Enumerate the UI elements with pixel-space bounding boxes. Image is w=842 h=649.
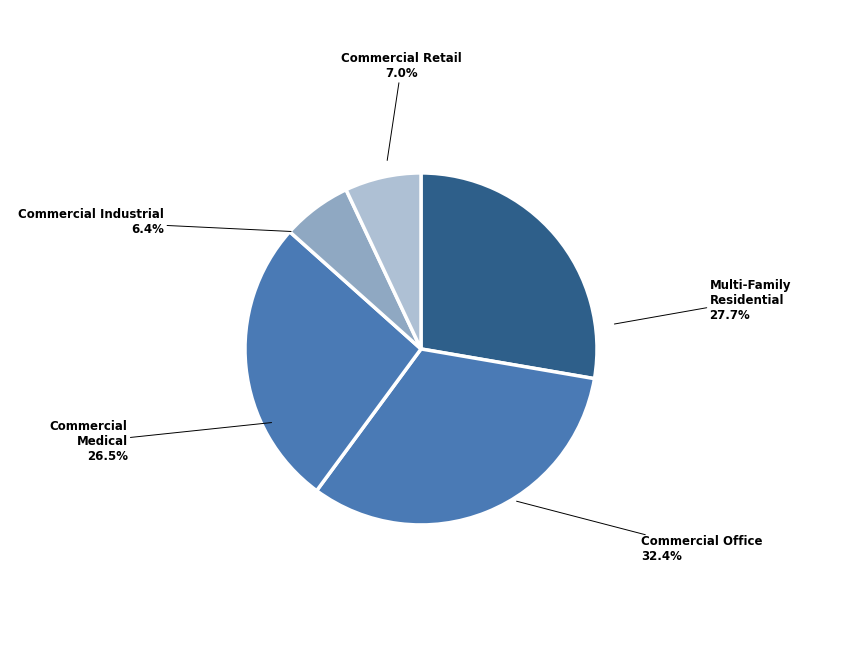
Text: Commercial Industrial
6.4%: Commercial Industrial 6.4% [19,208,291,236]
Wedge shape [421,173,597,378]
Wedge shape [317,349,594,525]
Text: Commercial Retail
7.0%: Commercial Retail 7.0% [341,52,461,160]
Text: Commercial Office
32.4%: Commercial Office 32.4% [517,501,763,563]
Text: Commercial
Medical
26.5%: Commercial Medical 26.5% [50,421,272,463]
Text: Multi-Family
Residential
27.7%: Multi-Family Residential 27.7% [615,278,791,324]
Wedge shape [290,190,421,349]
Wedge shape [346,173,421,349]
Wedge shape [245,232,421,491]
